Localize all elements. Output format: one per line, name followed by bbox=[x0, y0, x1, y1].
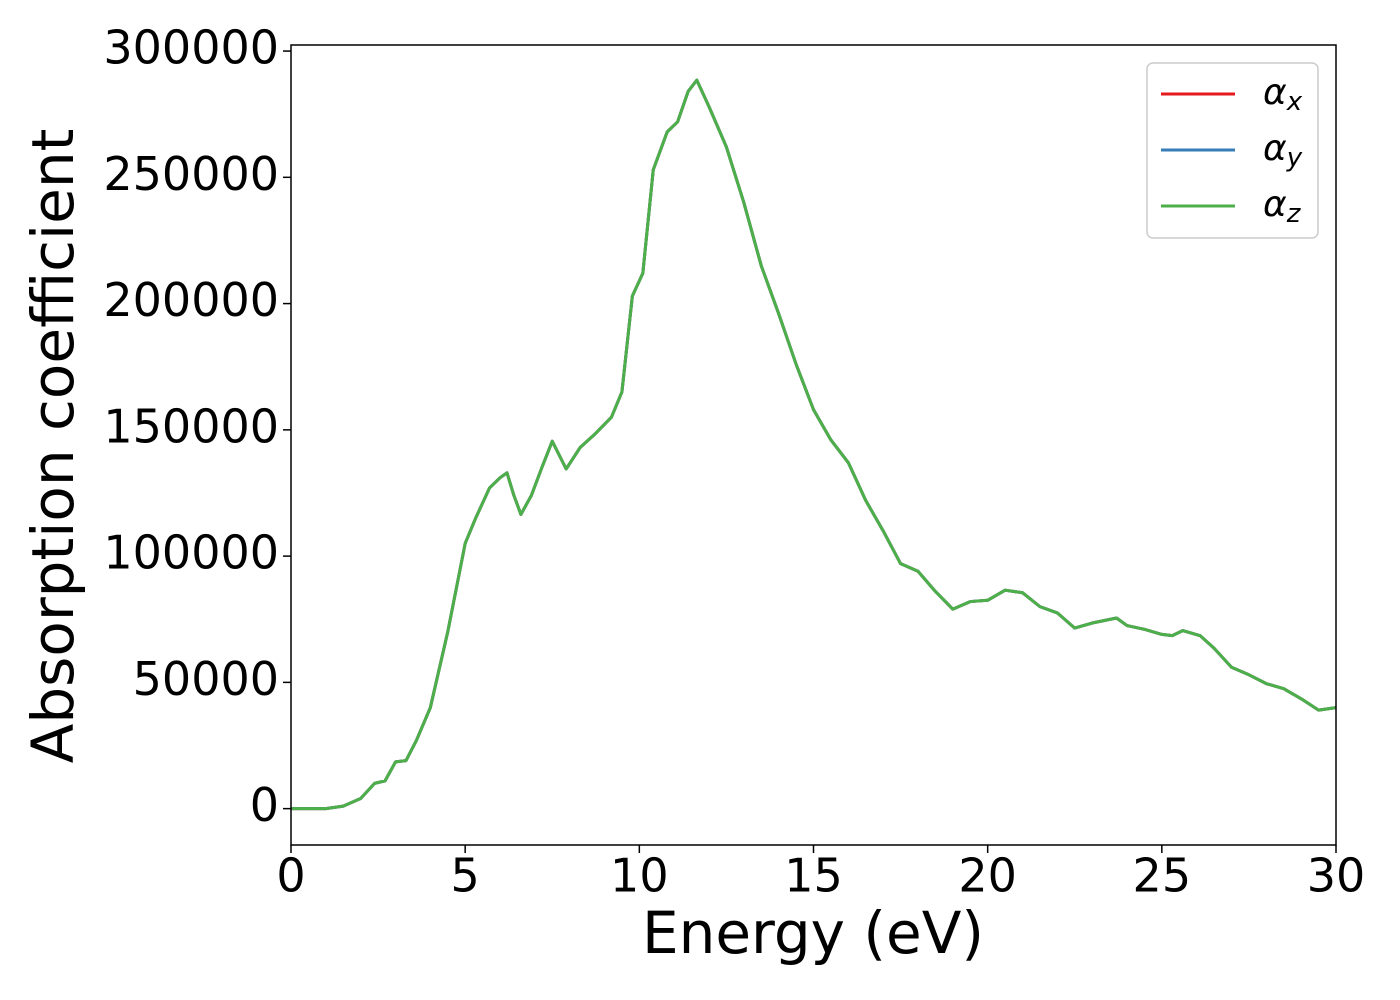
y-tick-label: 150000 bbox=[103, 399, 279, 453]
y-tick-label: 250000 bbox=[103, 147, 279, 201]
legend-label: αz bbox=[1263, 184, 1302, 229]
data-line bbox=[291, 78, 1337, 811]
x-tick-label: 20 bbox=[958, 849, 1017, 903]
x-tick-label: 15 bbox=[784, 849, 843, 903]
x-tick-label: 10 bbox=[610, 849, 669, 903]
legend-label: αx bbox=[1263, 72, 1303, 117]
y-axis-label: Absorption coefficient bbox=[19, 129, 87, 764]
x-tick-label: 30 bbox=[1307, 849, 1366, 903]
y-tick-label: 50000 bbox=[133, 652, 279, 706]
x-tick-label: 5 bbox=[451, 849, 480, 903]
x-axis-label: Energy (eV) bbox=[642, 899, 984, 967]
y-tick-label: 300000 bbox=[103, 21, 279, 75]
plot-frame bbox=[290, 44, 1337, 846]
y-tick-label: 0 bbox=[250, 778, 279, 832]
y-tick-label: 100000 bbox=[103, 526, 279, 580]
y-tick-label: 200000 bbox=[103, 273, 279, 327]
x-tick-label: 0 bbox=[276, 849, 305, 903]
x-tick-label: 25 bbox=[1133, 849, 1192, 903]
legend: αx αy αz bbox=[1146, 62, 1319, 239]
legend-label: αy bbox=[1263, 128, 1303, 173]
